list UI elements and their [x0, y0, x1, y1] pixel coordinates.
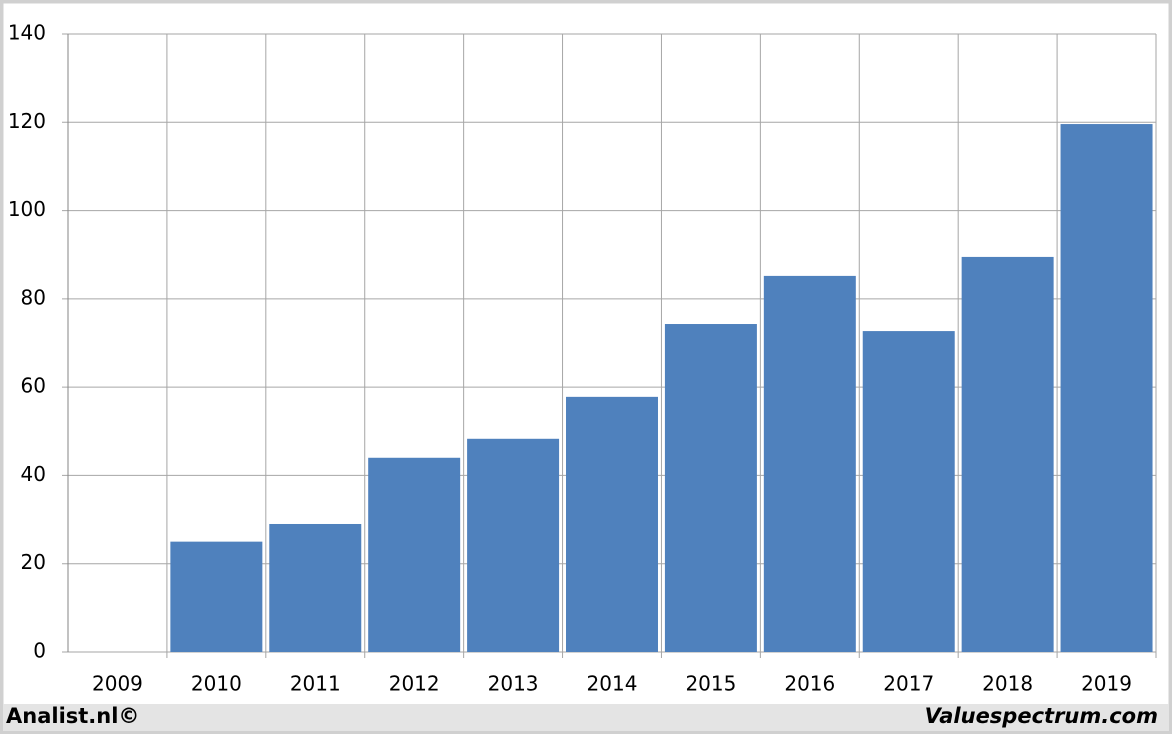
y-tick-label: 140 — [8, 21, 46, 45]
footer-band — [3, 704, 1169, 731]
bar — [763, 275, 856, 652]
footer-right: Valuespectrum.com — [925, 704, 1158, 728]
y-tick-label: 80 — [21, 285, 46, 309]
y-tick-label: 100 — [8, 197, 46, 221]
bar — [1060, 124, 1153, 652]
y-tick-label: 60 — [21, 374, 46, 398]
x-tick-label: 2010 — [191, 672, 242, 696]
bar — [566, 396, 658, 652]
y-tick-label: 0 — [33, 639, 46, 663]
bar — [664, 324, 757, 652]
x-tick-label: 2017 — [883, 672, 934, 696]
x-tick-label: 2019 — [1081, 672, 1132, 696]
bar — [170, 541, 263, 652]
x-tick-label: 2014 — [587, 672, 638, 696]
bar — [862, 331, 955, 652]
footer-left: Analist.nl© — [6, 704, 139, 728]
x-tick-label: 2015 — [685, 672, 736, 696]
x-tick-label: 2011 — [290, 672, 341, 696]
x-tick-label: 2016 — [784, 672, 835, 696]
x-tick-label: 2018 — [982, 672, 1033, 696]
x-tick-label: 2009 — [92, 672, 143, 696]
x-tick-label: 2012 — [389, 672, 440, 696]
bar — [269, 523, 362, 652]
y-tick-label: 40 — [21, 462, 46, 486]
bar — [467, 438, 560, 652]
bar — [961, 256, 1054, 652]
y-tick-label: 120 — [8, 109, 46, 133]
x-tick-label: 2013 — [488, 672, 539, 696]
y-tick-label: 20 — [21, 550, 46, 574]
bar — [368, 457, 461, 652]
